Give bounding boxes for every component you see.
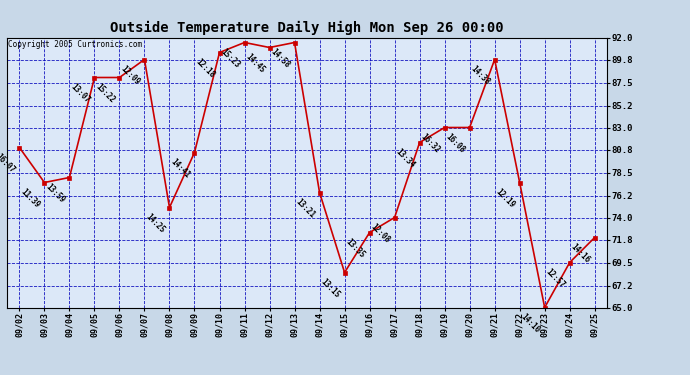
Text: 13:34: 13:34 bbox=[394, 147, 417, 170]
Text: 11:39: 11:39 bbox=[19, 187, 41, 209]
Text: 14:45: 14:45 bbox=[244, 52, 267, 74]
Text: 15:23: 15:23 bbox=[219, 46, 241, 69]
Text: 16:32: 16:32 bbox=[419, 132, 442, 154]
Text: 16:07: 16:07 bbox=[0, 152, 17, 174]
Text: 14:41: 14:41 bbox=[169, 157, 192, 179]
Text: 13:15: 13:15 bbox=[319, 277, 342, 299]
Text: 14:16: 14:16 bbox=[569, 242, 592, 264]
Text: 14:10: 14:10 bbox=[519, 312, 542, 334]
Text: 12:08: 12:08 bbox=[369, 222, 392, 245]
Text: 13:21: 13:21 bbox=[294, 196, 317, 219]
Text: 15:22: 15:22 bbox=[94, 82, 117, 104]
Text: 14:25: 14:25 bbox=[144, 211, 167, 234]
Text: 12:18: 12:18 bbox=[194, 57, 217, 80]
Text: 14:38: 14:38 bbox=[469, 64, 492, 86]
Text: 13:59: 13:59 bbox=[44, 182, 67, 204]
Text: 13:35: 13:35 bbox=[344, 237, 367, 260]
Text: Copyright 2005 Curtronics.com: Copyright 2005 Curtronics.com bbox=[8, 40, 142, 49]
Text: 12:09: 12:09 bbox=[119, 64, 141, 86]
Text: 12:57: 12:57 bbox=[544, 267, 567, 290]
Text: 13:07: 13:07 bbox=[69, 82, 92, 104]
Text: 14:58: 14:58 bbox=[269, 46, 292, 69]
Text: 16:08: 16:08 bbox=[444, 132, 467, 154]
Title: Outside Temperature Daily High Mon Sep 26 00:00: Outside Temperature Daily High Mon Sep 2… bbox=[110, 21, 504, 35]
Text: 12:19: 12:19 bbox=[494, 187, 517, 209]
